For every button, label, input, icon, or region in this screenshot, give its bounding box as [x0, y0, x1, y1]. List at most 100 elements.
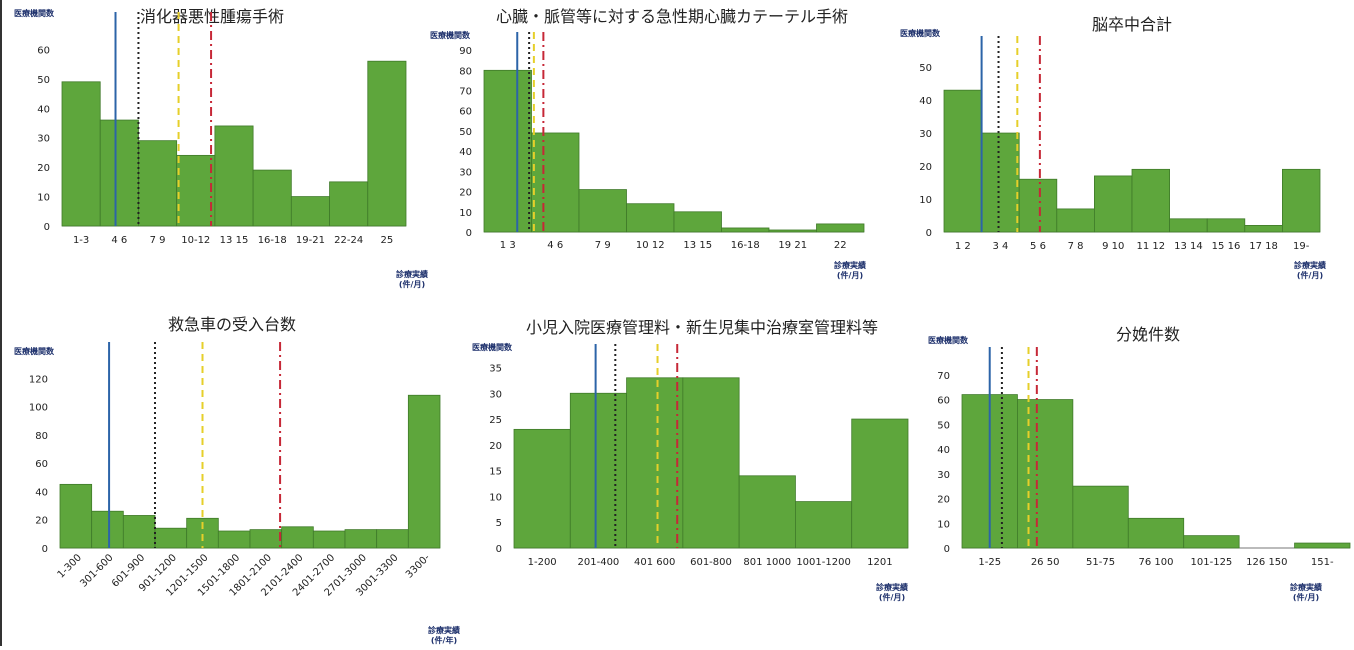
chart-title: 心臓・脈管等に対する急性期心臓カテーテル手術 — [496, 7, 848, 26]
x-tick-label: 13 15 — [220, 235, 249, 246]
y-tick-label: 20 — [37, 163, 50, 174]
bar — [1094, 175, 1133, 233]
bar — [578, 189, 627, 233]
x-tick-label: 151- — [1311, 557, 1334, 568]
bar — [1017, 399, 1074, 549]
bar — [795, 501, 853, 549]
y-tick-label: 20 — [489, 441, 502, 452]
bar — [407, 394, 441, 549]
bar — [981, 132, 1020, 233]
y-tick-label: 30 — [937, 470, 950, 481]
x-tick-label: 1-200 — [528, 557, 557, 568]
bar — [1127, 517, 1185, 549]
bar — [217, 530, 251, 549]
y-axis-label: 医療機関数 — [472, 342, 513, 352]
x-tick-label: 7 8 — [1068, 241, 1084, 252]
x-tick-label: 1-25 — [978, 557, 1001, 568]
x-tick-label: 11 12 — [1136, 241, 1165, 252]
bar — [1294, 542, 1351, 549]
bar — [1169, 218, 1208, 233]
x-axis-label-line: (件/年) — [431, 635, 457, 645]
y-tick-label: 80 — [459, 66, 472, 77]
x-axis-label-line: 診療実績 — [1290, 582, 1322, 592]
y-tick-label: 70 — [459, 87, 472, 98]
y-tick-label: 10 — [459, 208, 472, 219]
y-tick-label: 40 — [919, 96, 932, 107]
y-tick-label: 30 — [37, 134, 50, 145]
bar — [673, 211, 722, 233]
x-axis-label-line: (件/月) — [399, 279, 425, 289]
x-axis-label: 診療実績(件/月) — [1294, 260, 1326, 280]
bar — [768, 229, 817, 233]
y-tick-label: 5 — [496, 518, 502, 529]
bar — [176, 154, 216, 227]
y-tick-label: 25 — [489, 415, 502, 426]
y-tick-label: 40 — [35, 487, 48, 498]
x-tick-label: 51-75 — [1086, 557, 1115, 568]
x-tick-label: 16-18 — [258, 235, 287, 246]
x-tick-label: 26 50 — [1031, 557, 1060, 568]
bar — [626, 203, 675, 233]
x-tick-label: 22-24 — [334, 235, 363, 246]
y-tick-label: 0 — [42, 544, 48, 555]
x-tick-label: 76 100 — [1139, 557, 1174, 568]
y-tick-label: 10 — [919, 195, 932, 206]
bar — [214, 125, 254, 227]
x-tick-label: 13 14 — [1174, 241, 1203, 252]
y-tick-label: 60 — [459, 107, 472, 118]
y-tick-label: 0 — [44, 222, 50, 233]
bar — [738, 475, 796, 549]
x-axis-label-line: (件/月) — [837, 270, 863, 280]
bar — [531, 132, 580, 233]
y-tick-label: 10 — [37, 193, 50, 204]
x-axis-label-line: 診療実績 — [1294, 260, 1326, 270]
y-tick-label: 50 — [459, 127, 472, 138]
y-tick-label: 60 — [35, 459, 48, 470]
x-tick-label: 1-3 — [73, 235, 89, 246]
y-tick-label: 90 — [459, 46, 472, 57]
x-tick-label: 19-21 — [296, 235, 325, 246]
y-tick-label: 30 — [459, 167, 472, 178]
chart-title: 分娩件数 — [1116, 325, 1180, 344]
x-tick-label: 19 21 — [778, 240, 807, 251]
x-tick-label: 1 2 — [955, 241, 971, 252]
x-tick-label: 16-18 — [731, 240, 760, 251]
y-tick-label: 50 — [937, 420, 950, 431]
chart-panel-1: 消化器悪性腫瘍手術医療機関数01020304050601-34 67 910-1… — [14, 7, 428, 289]
y-axis-label: 医療機関数 — [928, 335, 969, 345]
y-tick-label: 0 — [926, 228, 932, 239]
x-tick-label: 401 600 — [634, 557, 675, 568]
bar — [1183, 535, 1240, 549]
x-tick-label: 1-300 — [56, 552, 84, 580]
x-axis-label-line: 診療実績 — [428, 625, 460, 635]
x-tick-label: 10 12 — [636, 240, 665, 251]
y-axis-label: 医療機関数 — [14, 8, 55, 18]
x-axis-label: 診療実績(件/月) — [396, 269, 428, 289]
bar — [1131, 168, 1170, 233]
x-tick-label: 801 1000 — [743, 557, 791, 568]
bar — [816, 223, 865, 233]
bar — [721, 227, 770, 233]
bar — [91, 510, 124, 549]
x-tick-label: 4 6 — [111, 235, 127, 246]
y-tick-label: 0 — [496, 544, 502, 555]
x-axis-label-line: 診療実績 — [396, 269, 428, 279]
bar — [626, 377, 684, 549]
x-axis-label: 診療実績(件/年) — [428, 625, 460, 645]
x-tick-label: 9 10 — [1102, 241, 1124, 252]
y-tick-label: 120 — [29, 374, 48, 385]
x-tick-label: 201-400 — [578, 557, 620, 568]
y-tick-label: 40 — [37, 104, 50, 115]
y-tick-label: 10 — [489, 492, 502, 503]
x-tick-label: 301-600 — [78, 552, 115, 589]
bar — [329, 181, 369, 227]
x-tick-label: 19- — [1293, 241, 1310, 252]
bar — [569, 392, 627, 549]
y-tick-label: 20 — [35, 516, 48, 527]
bar — [252, 169, 292, 227]
x-tick-label: 22 — [834, 240, 847, 251]
